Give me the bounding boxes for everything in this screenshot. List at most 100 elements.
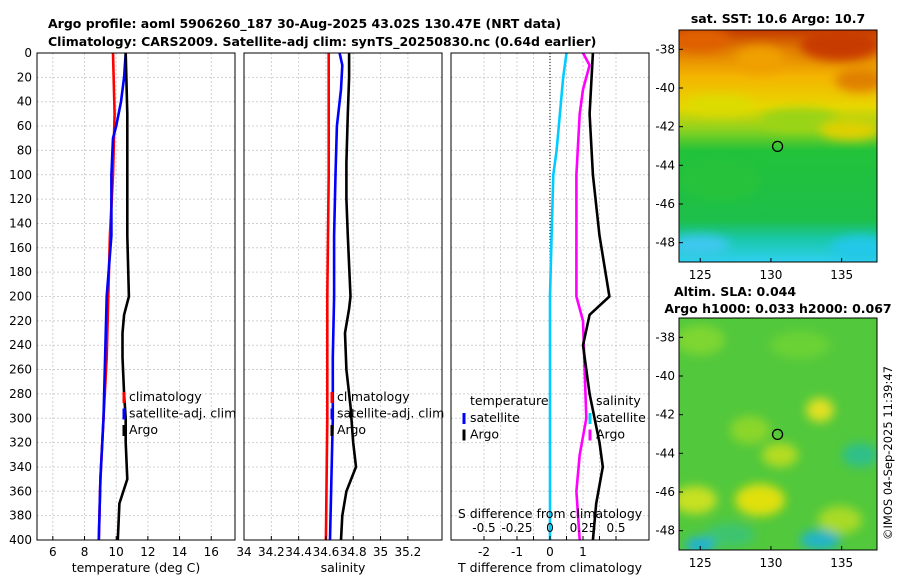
map-y-tick-label: -38 xyxy=(655,42,675,56)
map-y-tick-label: -46 xyxy=(655,197,675,211)
y-tick-label: 240 xyxy=(9,338,32,352)
top-axis-tick-label: -0.5 xyxy=(472,521,495,535)
y-tick-label: 300 xyxy=(9,411,32,425)
x-tick-label: 35.2 xyxy=(395,545,422,559)
series-line-satellite-adj-clim xyxy=(328,52,344,541)
y-tick-label: 40 xyxy=(17,95,32,109)
series-line-satellite-adj-clim xyxy=(97,52,127,541)
legend-title-temperature: temperature xyxy=(470,393,549,408)
x-tick-label: 34.2 xyxy=(258,545,285,559)
y-tick-label: 380 xyxy=(9,509,32,523)
plot-frame xyxy=(243,52,443,541)
map-y-tick-label: -48 xyxy=(655,524,675,538)
x-tick-label: 12 xyxy=(140,545,155,559)
difference-panel: -2 -1 0 1T difference from climatology -0.5-… xyxy=(450,52,650,575)
map-y-tick-label: -42 xyxy=(655,408,675,422)
map-y-tick-label: -48 xyxy=(655,236,675,250)
map-x-tick-label: 135 xyxy=(830,556,853,570)
y-tick-label: 60 xyxy=(17,119,32,133)
y-tick-label: 200 xyxy=(9,290,32,304)
legend-title-salinity: salinity xyxy=(596,393,641,408)
legend-entry: Argo xyxy=(596,427,625,442)
gridlines xyxy=(243,52,442,541)
sla-map-image xyxy=(679,318,877,550)
legend-entry: climatology xyxy=(129,389,202,404)
y-tick-label: 80 xyxy=(17,143,32,157)
sst-map-title: sat. SST: 10.6 Argo: 10.7 xyxy=(691,11,865,26)
series-line-climatology xyxy=(324,53,331,541)
map-y-tick-label: -46 xyxy=(655,485,675,499)
x-axis-label: salinity xyxy=(321,560,366,575)
y-tick-label: 100 xyxy=(9,168,32,182)
map-y-tick-label: -42 xyxy=(655,120,675,134)
x-tick-label: 35 xyxy=(373,545,388,559)
x-tick-label: 0 xyxy=(546,545,554,559)
x-tick-label: 10 xyxy=(109,545,124,559)
y-tick-label: 320 xyxy=(9,436,32,450)
x-axis-label: T difference from climatology xyxy=(457,560,643,575)
series-line-t-argo xyxy=(581,52,611,541)
legend-entry: satellite-adj. clim xyxy=(337,406,444,421)
series-line-t-satellite xyxy=(548,52,568,540)
y-tick-label: 260 xyxy=(9,363,32,377)
y-tick-label: 400 xyxy=(9,533,32,547)
y-tick-label: 340 xyxy=(9,460,32,474)
plot-frame xyxy=(36,52,236,541)
x-tick-label: 14 xyxy=(172,545,187,559)
legend-entry: Argo xyxy=(337,422,366,437)
top-axis-label: S difference from climatology xyxy=(458,506,643,521)
y-tick-label: 0 xyxy=(24,46,32,60)
map-y-tick-label: -40 xyxy=(655,81,675,95)
legend-entry: satellite xyxy=(596,410,646,425)
legend-entry: satellite xyxy=(470,410,520,425)
map-y-tick-label: -38 xyxy=(655,330,675,344)
series-line-s-satellite xyxy=(575,52,591,541)
legend-entry: Argo xyxy=(470,427,499,442)
top-axis-tick-label: 0.5 xyxy=(606,521,625,535)
top-axis-tick-label: 0.25 xyxy=(570,521,597,535)
x-tick-label: 34.4 xyxy=(285,545,312,559)
legend-entry: climatology xyxy=(337,389,410,404)
imos-timestamp: ©IMOS 04-Sep-2025 11:39:47 xyxy=(881,366,895,540)
argo-float-marker xyxy=(771,140,784,153)
y-tick-label: 120 xyxy=(9,192,32,206)
map-x-tick-label: 125 xyxy=(689,556,712,570)
x-tick-label: 1 xyxy=(579,545,587,559)
legend-entry: Argo xyxy=(129,422,158,437)
y-tick-label: 280 xyxy=(9,387,32,401)
x-tick-label: 34.6 xyxy=(313,545,340,559)
x-tick-label: -1 xyxy=(511,545,523,559)
map-y-tick-label: -44 xyxy=(655,158,675,172)
map-x-tick-label: 130 xyxy=(759,556,782,570)
map-x-tick-label: 130 xyxy=(759,268,782,282)
gridlines xyxy=(37,52,235,541)
y-tick-label: 360 xyxy=(9,484,32,498)
argo-float-marker xyxy=(771,428,784,441)
sla-map-subtitle: Argo h1000: 0.033 h2000: 0.067 xyxy=(664,301,891,316)
sst-map-image xyxy=(679,30,877,262)
y-tick-label: 220 xyxy=(9,314,32,328)
y-tick-label: 180 xyxy=(9,265,32,279)
x-tick-label: 8 xyxy=(81,545,89,559)
x-tick-label: 34.8 xyxy=(340,545,367,559)
map-y-tick-label: -40 xyxy=(655,369,675,383)
y-tick-label: 160 xyxy=(9,241,32,255)
sla-map-title: Altim. SLA: 0.044 xyxy=(674,284,796,299)
series-line-argo xyxy=(339,53,358,541)
top-axis-tick-label: -0.25 xyxy=(501,521,532,535)
header-line-1: Argo profile: aoml 5906260_187 30-Aug-20… xyxy=(48,16,561,32)
y-tick-label: 20 xyxy=(17,70,32,84)
x-tick-label: -2 xyxy=(478,545,490,559)
series-line-argo xyxy=(116,52,131,541)
salinity-panel: 34 34.2 34.4 34.6 34.8 35 35.2 salinity climatol… xyxy=(236,52,444,575)
map-x-tick-label: 135 xyxy=(830,268,853,282)
map-x-tick-label: 125 xyxy=(689,268,712,282)
x-axis-label: temperature (deg C) xyxy=(72,560,201,575)
x-tick-label: 16 xyxy=(204,545,219,559)
top-axis-tick-label: 0 xyxy=(546,521,554,535)
y-tick-label: 140 xyxy=(9,216,32,230)
x-tick-label: 6 xyxy=(49,545,57,559)
header-line-2: Climatology: CARS2009. Satellite-adj cli… xyxy=(48,34,596,50)
